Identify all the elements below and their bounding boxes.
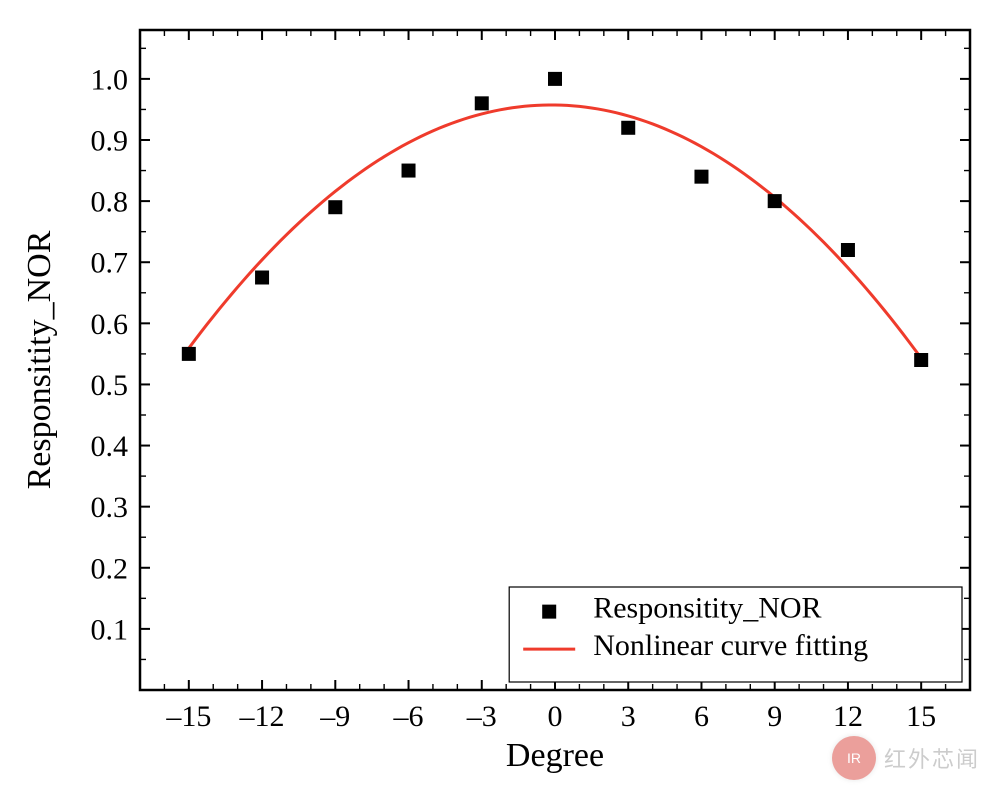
chart-container: –15 –12 –9 –6 –3 0 3 6 9 12 15 0.1 0.2 0.3 0.4 0.5 0.6 0.… [0, 0, 1000, 800]
legend: Responsitity_NOR Nonlinear curve fitting [509, 587, 962, 682]
y-tick-label: 0.4 [91, 430, 129, 463]
scatter-marker [914, 353, 928, 367]
y-tick-label: 0.1 [91, 613, 129, 646]
x-tick-label: –3 [466, 700, 497, 733]
scatter-marker [841, 243, 855, 257]
y-tick-label: 0.5 [91, 369, 129, 402]
scatter-marker [475, 96, 489, 110]
x-tick-label: –6 [393, 700, 424, 733]
y-tick-label: 0.2 [91, 552, 129, 585]
x-tick-label: –12 [239, 700, 285, 733]
y-tick-label: 0.9 [91, 125, 129, 158]
legend-label: Nonlinear curve fitting [593, 629, 868, 662]
y-tick-label: 1.0 [91, 63, 129, 96]
scatter-marker [255, 271, 269, 285]
scatter-marker [328, 200, 342, 214]
scatter-marker [548, 72, 562, 86]
x-tick-label: –9 [319, 700, 350, 733]
legend-marker-icon [542, 605, 556, 619]
x-tick-label: 12 [833, 700, 863, 733]
scatter-marker [694, 170, 708, 184]
x-tick-label: 3 [621, 700, 636, 733]
x-tick-label: 9 [767, 700, 782, 733]
y-tick-label: 0.3 [91, 491, 129, 524]
scatter-marker [768, 194, 782, 208]
y-tick-label: 0.7 [91, 247, 129, 280]
x-tick-label: –15 [165, 700, 211, 733]
x-tick-label: 6 [694, 700, 709, 733]
y-axis-title: Responsitity_NOR [21, 230, 58, 489]
x-axis-title: Degree [506, 737, 604, 774]
watermark-logo-text: IR [847, 750, 861, 766]
y-tick-label: 0.6 [91, 308, 129, 341]
y-tick-label: 0.8 [91, 186, 129, 219]
watermark-text: 红外芯闻 [884, 742, 980, 774]
responsivity-chart: –15 –12 –9 –6 –3 0 3 6 9 12 15 0.1 0.2 0.3 0.4 0.5 0.6 0.… [0, 0, 1000, 800]
scatter-marker [621, 121, 635, 135]
x-tick-label: 0 [548, 700, 563, 733]
scatter-marker [182, 347, 196, 361]
watermark-logo-icon: IR [832, 736, 876, 780]
scatter-marker [402, 164, 416, 178]
watermark: IR 红外芯闻 [832, 736, 980, 780]
x-tick-label: 15 [906, 700, 936, 733]
legend-label: Responsitity_NOR [593, 592, 821, 625]
